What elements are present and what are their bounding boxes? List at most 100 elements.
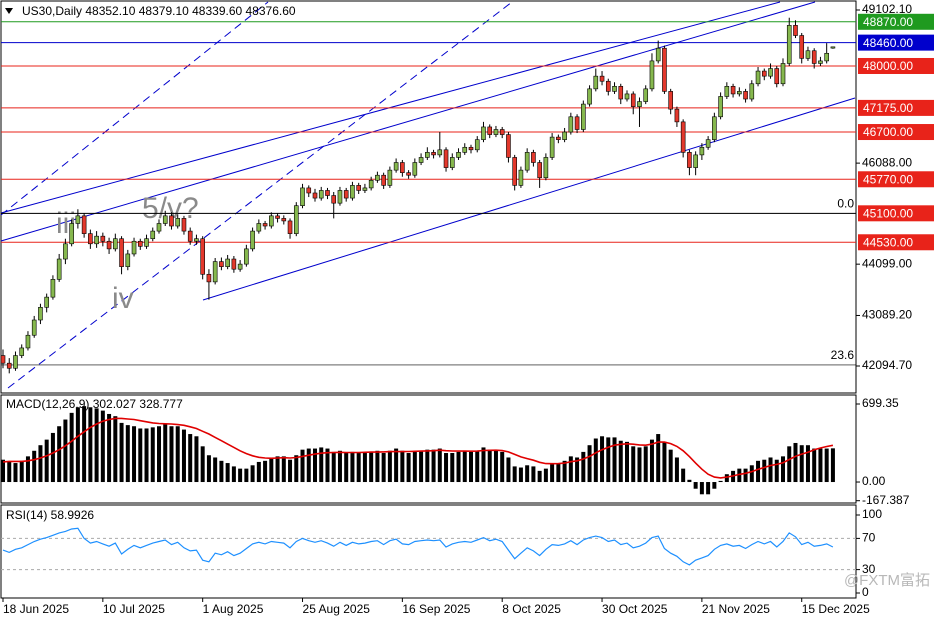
macd-bar bbox=[431, 449, 436, 483]
candle-body bbox=[362, 187, 368, 191]
candle-body bbox=[786, 25, 792, 64]
macd-bar bbox=[400, 450, 405, 483]
candle-body bbox=[599, 75, 605, 82]
macd-bar bbox=[787, 446, 792, 483]
candle-body bbox=[219, 261, 224, 267]
candle-body bbox=[587, 88, 592, 105]
macd-bar bbox=[699, 482, 704, 495]
level-box bbox=[858, 171, 934, 188]
y-tick-label: 0.00 bbox=[862, 474, 886, 488]
candle-body bbox=[630, 93, 636, 107]
macd-frame bbox=[0, 394, 857, 504]
macd-bar bbox=[206, 455, 211, 483]
candle-body bbox=[805, 50, 811, 59]
candle-body bbox=[150, 230, 156, 240]
macd-bar bbox=[281, 456, 286, 483]
candle-body bbox=[818, 60, 823, 64]
candle-body bbox=[400, 162, 405, 173]
candle-body bbox=[531, 152, 536, 163]
macd-bar bbox=[774, 459, 779, 483]
candle-body bbox=[325, 190, 330, 196]
x-tick-label: 21 Nov 2025 bbox=[702, 602, 770, 616]
macd-bar bbox=[450, 453, 455, 483]
candle-body bbox=[337, 190, 343, 204]
candle-body bbox=[574, 116, 580, 130]
macd-bar bbox=[706, 482, 711, 495]
candle-body bbox=[712, 116, 717, 140]
macd-bar bbox=[475, 450, 480, 483]
macd-bar bbox=[256, 461, 261, 483]
price-frame bbox=[0, 0, 857, 394]
macd-bar bbox=[138, 428, 143, 483]
candle-body bbox=[412, 162, 418, 176]
macd-bar bbox=[169, 426, 174, 483]
macd-bar bbox=[132, 426, 137, 483]
candle-body bbox=[162, 215, 168, 224]
macd-bar bbox=[543, 468, 548, 483]
candle-body bbox=[318, 190, 324, 199]
candle-body bbox=[88, 233, 93, 245]
fib-label: 23.6 bbox=[831, 348, 855, 362]
wave-label: iv bbox=[112, 282, 134, 315]
macd-bar bbox=[512, 466, 517, 483]
macd-bar bbox=[306, 448, 311, 483]
macd-bar bbox=[456, 451, 461, 483]
macd-bar bbox=[313, 448, 317, 483]
macd-bar bbox=[194, 436, 199, 483]
candle-body bbox=[431, 152, 436, 156]
candle-body bbox=[593, 75, 599, 90]
macd-bar bbox=[32, 450, 37, 483]
macd-bar bbox=[575, 457, 580, 483]
macd-bar bbox=[412, 451, 417, 483]
candle-body bbox=[649, 60, 655, 90]
candle-body bbox=[81, 215, 87, 234]
candle-body bbox=[680, 121, 686, 153]
macd-bar bbox=[50, 432, 55, 483]
x-tick-label: 25 Aug 2025 bbox=[303, 602, 371, 616]
candle-body bbox=[612, 86, 617, 92]
macd-bar bbox=[487, 449, 492, 483]
level-box bbox=[858, 99, 934, 116]
macd-bar bbox=[606, 437, 611, 483]
candle-body bbox=[406, 172, 411, 176]
y-tick-label: -167.387 bbox=[862, 493, 910, 507]
macd-bar bbox=[119, 422, 124, 483]
macd-bar bbox=[325, 448, 330, 483]
macd-bar bbox=[469, 451, 473, 483]
macd-bar bbox=[275, 456, 280, 483]
macd-bar bbox=[38, 445, 43, 483]
macd-bar bbox=[362, 453, 367, 483]
candle-body bbox=[350, 185, 355, 199]
candle-body bbox=[543, 157, 549, 179]
macd-bar bbox=[762, 459, 767, 483]
candle-body bbox=[718, 96, 723, 118]
macd-bar bbox=[668, 449, 673, 483]
macd-title: MACD(12,26,9) 302.027 328.777 bbox=[6, 397, 183, 411]
macd-bar bbox=[830, 448, 835, 483]
candle-body bbox=[244, 248, 249, 265]
candle-body bbox=[768, 68, 773, 77]
candle-body bbox=[169, 215, 174, 227]
y-tick-label: 42094.70 bbox=[862, 358, 912, 372]
candle-body bbox=[549, 136, 555, 158]
macd-bar bbox=[500, 451, 505, 483]
candle-body bbox=[624, 93, 630, 100]
candle-body bbox=[63, 243, 68, 260]
level-label: 48870.00 bbox=[863, 15, 913, 29]
macd-bar bbox=[818, 448, 823, 483]
macd-bar bbox=[113, 416, 118, 483]
macd-bar bbox=[824, 448, 829, 483]
macd-bar bbox=[406, 453, 411, 483]
macd-bar bbox=[19, 460, 24, 483]
candle-body bbox=[824, 52, 829, 62]
candle-body bbox=[568, 116, 574, 133]
macd-bar bbox=[462, 450, 467, 483]
candle-body bbox=[231, 258, 237, 270]
macd-bar bbox=[75, 407, 80, 483]
candle-body bbox=[44, 296, 49, 308]
level-box bbox=[858, 205, 934, 222]
macd-bar bbox=[294, 455, 299, 483]
macd-bar bbox=[175, 426, 180, 483]
macd-bar bbox=[618, 440, 623, 483]
